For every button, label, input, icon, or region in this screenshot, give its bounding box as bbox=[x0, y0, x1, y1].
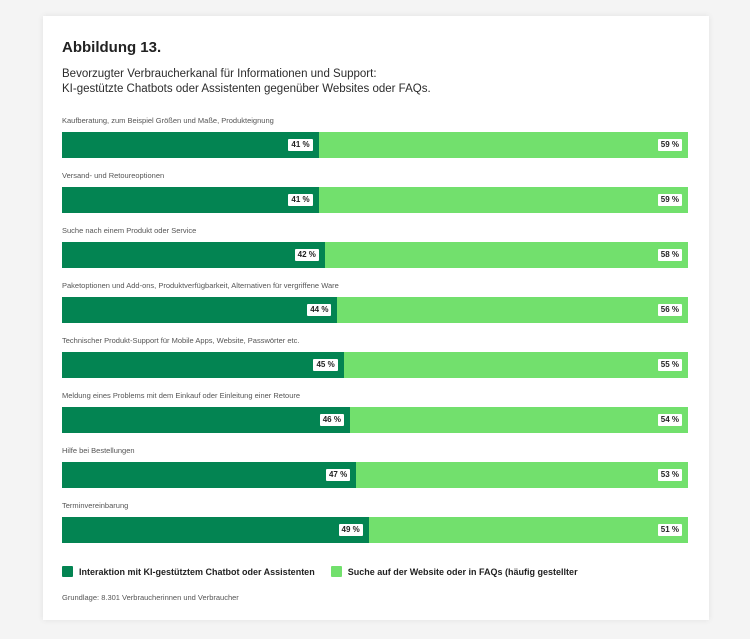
bar-segment-chatbot: 45 % bbox=[62, 352, 344, 378]
bar-segment-chatbot: 47 % bbox=[62, 462, 357, 488]
bar-segment-website: 53 % bbox=[356, 462, 688, 488]
chart-row: Suche nach einem Produkt oder Service 42 … bbox=[62, 226, 688, 281]
value-label-website: 59 % bbox=[657, 194, 682, 206]
bar-segment-website: 59 % bbox=[318, 132, 688, 158]
chart-subtitle: Bevorzugter Verbraucherkanal für Informa… bbox=[62, 67, 431, 96]
bar-segment-website: 51 % bbox=[368, 517, 688, 543]
chart-row: Versand- und Retoureoptionen 41 % 59 % bbox=[62, 171, 688, 226]
category-label: Hilfe bei Bestellungen bbox=[62, 446, 135, 455]
value-label-chatbot: 41 % bbox=[288, 139, 313, 151]
value-label-website: 58 % bbox=[657, 249, 682, 261]
category-label: Technischer Produkt-Support für Mobile A… bbox=[62, 336, 300, 345]
bar-segment-chatbot: 44 % bbox=[62, 297, 338, 323]
subtitle-line-1: Bevorzugter Verbraucherkanal für Informa… bbox=[62, 68, 377, 80]
legend-swatch-chatbot bbox=[62, 566, 73, 577]
value-label-chatbot: 47 % bbox=[325, 469, 351, 481]
bar-segment-chatbot: 41 % bbox=[62, 187, 319, 213]
value-label-chatbot: 42 % bbox=[294, 249, 319, 261]
category-label: Paketoptionen und Add-ons, Produktverfüg… bbox=[62, 281, 339, 290]
category-label: Terminvereinbarung bbox=[62, 501, 129, 510]
legend-item-chatbot: Interaktion mit KI-gestütztem Chatbot od… bbox=[62, 566, 315, 577]
subtitle-line-2: KI-gestützte Chatbots oder Assistenten g… bbox=[62, 82, 431, 95]
stacked-bar: 44 % 56 % bbox=[62, 297, 688, 323]
legend-item-website: Suche auf der Website oder in FAQs (häuf… bbox=[330, 566, 578, 577]
value-label-website: 59 % bbox=[657, 139, 682, 151]
bar-segment-chatbot: 42 % bbox=[62, 242, 325, 268]
value-label-website: 53 % bbox=[657, 469, 682, 481]
figure-card: Abbildung 13. Bevorzugter Verbraucherkan… bbox=[43, 16, 709, 620]
category-label: Kaufberatung, zum Beispiel Größen und Ma… bbox=[62, 116, 274, 125]
chart-basis-note: Grundlage: 8.301 Verbraucherinnen und Ve… bbox=[62, 593, 239, 602]
bar-segment-chatbot: 49 % bbox=[62, 517, 369, 543]
figure-title: Abbildung 13. bbox=[62, 39, 162, 56]
value-label-chatbot: 49 % bbox=[338, 524, 363, 536]
bar-segment-website: 54 % bbox=[349, 407, 688, 433]
stacked-bar: 49 % 51 % bbox=[62, 517, 688, 543]
category-label: Suche nach einem Produkt oder Service bbox=[62, 226, 197, 235]
chart-row: Technischer Produkt-Support für Mobile A… bbox=[62, 336, 688, 391]
chart-row: Terminvereinbarung 49 % 51 % bbox=[62, 501, 688, 556]
value-label-website: 51 % bbox=[657, 524, 682, 536]
bar-segment-website: 58 % bbox=[324, 242, 688, 268]
legend-label-chatbot: Interaktion mit KI-gestütztem Chatbot od… bbox=[79, 566, 315, 577]
bar-segment-website: 56 % bbox=[337, 297, 688, 323]
value-label-chatbot: 41 % bbox=[288, 194, 313, 206]
value-label-chatbot: 45 % bbox=[313, 359, 338, 371]
legend-swatch-website bbox=[330, 566, 342, 577]
bar-segment-chatbot: 46 % bbox=[62, 407, 350, 433]
bar-segment-chatbot: 41 % bbox=[62, 132, 319, 158]
category-label: Meldung eines Problems mit dem Einkauf o… bbox=[62, 391, 301, 400]
chart-legend: Interaktion mit KI-gestütztem Chatbot od… bbox=[62, 566, 672, 577]
stacked-bar: 42 % 58 % bbox=[62, 242, 688, 268]
stacked-bar: 41 % 59 % bbox=[62, 187, 688, 213]
category-label: Versand- und Retoureoptionen bbox=[62, 171, 165, 180]
chart-row: Hilfe bei Bestellungen 47 % 53 % bbox=[62, 446, 688, 501]
chart-row: Kaufberatung, zum Beispiel Größen und Ma… bbox=[62, 116, 688, 171]
stacked-bar: 47 % 53 % bbox=[62, 462, 688, 488]
chart-row: Paketoptionen und Add-ons, Produktverfüg… bbox=[62, 281, 688, 336]
stacked-bar: 46 % 54 % bbox=[62, 407, 688, 433]
legend-label-website: Suche auf der Website oder in FAQs (häuf… bbox=[347, 566, 578, 577]
stacked-bar: 41 % 59 % bbox=[62, 132, 688, 158]
value-label-chatbot: 46 % bbox=[319, 414, 344, 426]
value-label-chatbot: 44 % bbox=[307, 304, 332, 316]
value-label-website: 54 % bbox=[657, 414, 682, 426]
value-label-website: 55 % bbox=[657, 359, 682, 371]
bar-segment-website: 59 % bbox=[318, 187, 688, 213]
value-label-website: 56 % bbox=[657, 304, 682, 316]
chart-row: Meldung eines Problems mit dem Einkauf o… bbox=[62, 391, 688, 446]
bar-segment-website: 55 % bbox=[343, 352, 688, 378]
stacked-bar: 45 % 55 % bbox=[62, 352, 688, 378]
